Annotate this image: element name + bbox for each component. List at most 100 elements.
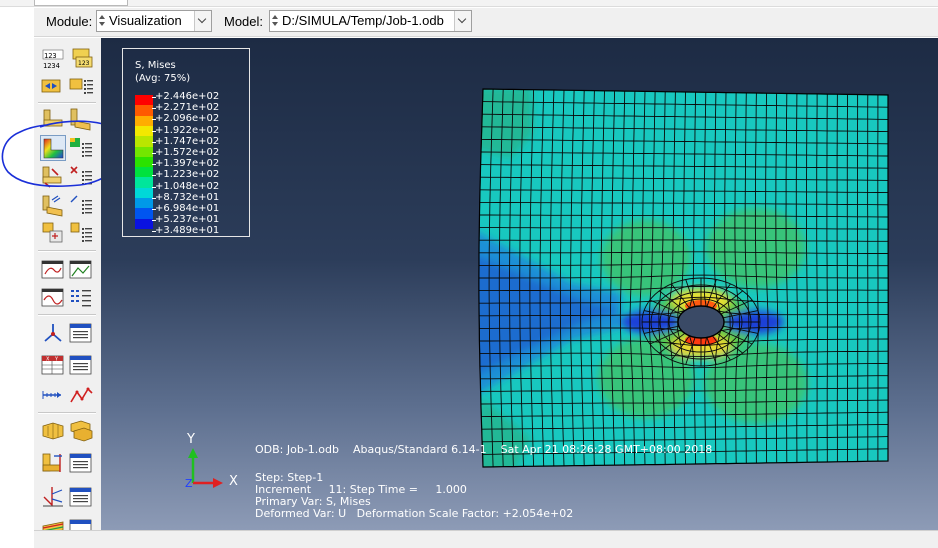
display-group-manager-tool[interactable] (68, 418, 94, 444)
legend-value: +1.048e+02 (155, 181, 219, 192)
superimpose-options-icon (68, 220, 94, 246)
orientation-options-tool[interactable] (68, 192, 94, 218)
toolbox-separator (38, 250, 96, 252)
superimpose-options-tool[interactable] (68, 220, 94, 246)
legend-value: +6.984e+01 (155, 203, 219, 214)
module-spin-icon[interactable] (99, 14, 106, 28)
animate-harmonic-tool[interactable] (68, 284, 94, 310)
view-cut-manager-icon (68, 320, 94, 346)
model-dropdown-icon[interactable] (454, 11, 471, 31)
orientation-options-icon (68, 192, 94, 218)
display-group-manager-icon (68, 418, 94, 444)
model-value: D:/SIMULA/Temp/Job-1.odb (282, 13, 444, 28)
legend-color-band (135, 116, 153, 127)
legend-value: +3.489e+01 (155, 225, 219, 236)
legend-color-band (135, 95, 153, 106)
legend-value: +8.732e+01 (155, 192, 219, 203)
legend-value: +1.572e+02 (155, 147, 219, 158)
model-combo[interactable]: D:/SIMULA/Temp/Job-1.odb (269, 10, 472, 32)
stream-tool[interactable] (40, 484, 66, 510)
svg-text:123: 123 (78, 60, 90, 67)
path-icon (40, 382, 66, 408)
display-group-icon (40, 418, 66, 444)
animate-scale-factor-tool[interactable] (40, 284, 66, 310)
legend-value: +1.223e+02 (155, 169, 219, 180)
create-path-tool[interactable] (40, 382, 66, 408)
animate-scale-icon (40, 284, 66, 310)
view-cut-icon (40, 320, 66, 346)
mesh-contour-plot[interactable] (471, 78, 911, 478)
xy-plot-icon (68, 382, 94, 408)
cut-manager-tool[interactable] (68, 516, 94, 530)
legend-color-band (135, 219, 153, 230)
xy-plot-tool[interactable] (68, 382, 94, 408)
deformed-var-line: Deformed Var: U Deformation Scale Factor… (255, 508, 573, 520)
view-cut-tool[interactable] (40, 320, 66, 346)
legend-color-band (135, 188, 153, 199)
module-dropdown-icon[interactable] (194, 11, 211, 31)
legend-color-band (135, 147, 153, 158)
legend-color-band (135, 126, 153, 137)
step-frame-tool[interactable]: 123 (68, 46, 94, 72)
display-group-tool[interactable] (40, 418, 66, 444)
free-body-manager-tool[interactable] (68, 450, 94, 476)
free-body-icon (40, 450, 66, 476)
multiple-plot-states-icon (40, 220, 66, 246)
animation-options-tool[interactable] (68, 256, 94, 282)
view-cut-manager-tool[interactable] (68, 320, 94, 346)
legend-color-band (135, 157, 153, 168)
animate-time-history-tool[interactable] (40, 256, 66, 282)
allow-multiple-plot-states-tool[interactable] (40, 220, 66, 246)
legend-subtitle: (Avg: 75%) (135, 73, 190, 84)
free-body-manager-icon (68, 450, 94, 476)
legend-color-band (135, 105, 153, 116)
legend-value: +2.271e+02 (155, 102, 219, 113)
module-label: Module: (46, 14, 92, 29)
free-body-cut-tool[interactable] (40, 450, 66, 476)
triad-z-label: Z (185, 477, 193, 490)
stream-icon (40, 484, 66, 510)
stream-manager-icon (68, 484, 94, 510)
model-label: Model: (224, 14, 263, 29)
module-combo[interactable]: Visualization (96, 10, 212, 32)
common-options-tool[interactable] (40, 74, 66, 100)
animate-icon (40, 256, 66, 282)
animate-harmonic-icon (68, 284, 94, 310)
field-output-icon: 123 1234 (40, 46, 66, 72)
xy-data-manager-tool[interactable] (68, 352, 94, 378)
odb-display-options-tool[interactable] (68, 74, 94, 100)
prompt-area (34, 530, 938, 548)
plot-material-orientations-tool[interactable] (40, 192, 66, 218)
material-orientation-icon (40, 192, 66, 218)
module-value: Visualization (109, 13, 182, 28)
step-frame-icon: 123 (68, 46, 94, 72)
toolbox-separator (38, 314, 96, 316)
toolbox-separator (38, 412, 96, 414)
cut-icon (40, 516, 66, 530)
title-strip-tab (34, 0, 128, 6)
cut-tool[interactable] (40, 516, 66, 530)
svg-text:123: 123 (44, 52, 57, 60)
legend-value: +1.747e+02 (155, 136, 219, 147)
title-strip (0, 0, 938, 7)
stream-manager-tool[interactable] (68, 484, 94, 510)
legend-color-band (135, 136, 153, 147)
legend-color-band (135, 208, 153, 219)
svg-text:X: X (46, 357, 50, 363)
hole (678, 306, 724, 338)
legend-value: +1.922e+02 (155, 125, 219, 136)
viewport[interactable]: S, Mises (Avg: 75%) +2.446e+02+2.271e+02… (101, 38, 938, 530)
legend-color-band (135, 167, 153, 178)
toolbox-separator (38, 102, 96, 104)
cut-manager-icon (68, 516, 94, 530)
legend-title: S, Mises (135, 60, 176, 71)
contour-legend: S, Mises (Avg: 75%) +2.446e+02+2.271e+02… (122, 48, 250, 237)
svg-text:1234: 1234 (43, 62, 60, 70)
legend-value: +2.096e+02 (155, 113, 219, 124)
odb-display-icon (68, 74, 94, 100)
xy-data-manager-icon (68, 352, 94, 378)
model-spin-icon[interactable] (272, 14, 279, 28)
field-output-tool[interactable]: 123 1234 (40, 46, 66, 72)
